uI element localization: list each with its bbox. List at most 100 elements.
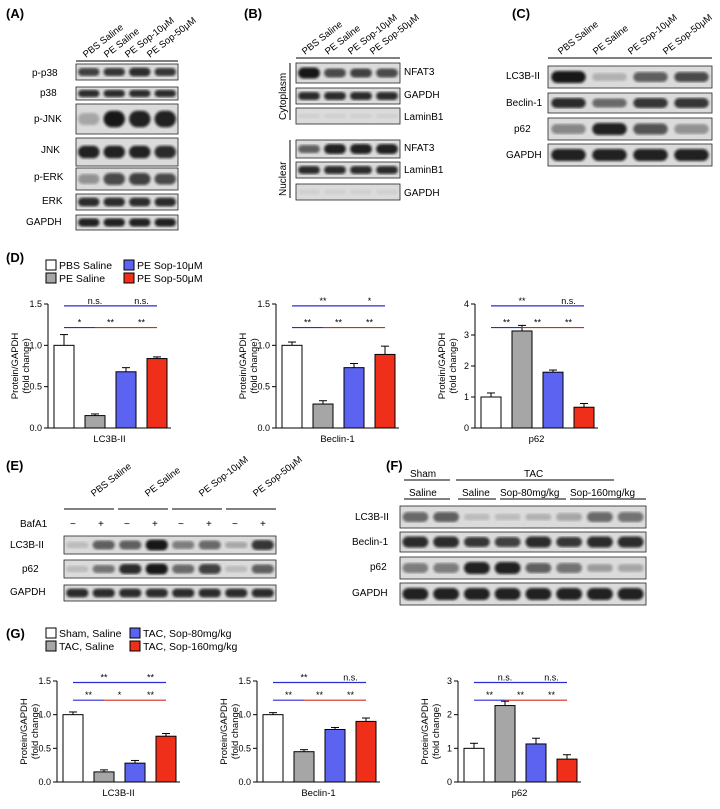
- bar: [480, 396, 502, 429]
- blot-texture: [76, 64, 178, 80]
- y-axis-label: Protein/GAPDH(fold change): [238, 333, 260, 400]
- blot-band: [525, 536, 552, 548]
- y-tick-label: 1.5: [29, 299, 42, 309]
- panel-a-lane-labels: PBS Saline PE Saline PE Sop-10μM PE Sop-…: [81, 15, 199, 60]
- blot-band: [129, 172, 151, 186]
- blot-band: [154, 173, 176, 185]
- blot-band: [376, 166, 398, 174]
- blot-band: [154, 68, 176, 76]
- blot-band: [617, 512, 644, 522]
- band-label: Beclin-1: [506, 98, 543, 109]
- panel-b-band-labels: NFAT3 GAPDH LaminB1 NFAT3 LaminB1 GAPDH: [404, 67, 444, 199]
- blot-band: [402, 563, 429, 573]
- blot-band: [78, 89, 100, 98]
- blot-band: [324, 189, 346, 195]
- blot-band: [617, 564, 644, 572]
- blot-band: [103, 89, 125, 98]
- blot-texture: [400, 532, 646, 552]
- bar: [511, 330, 533, 429]
- blot-texture: [400, 557, 646, 579]
- significance-label: **: [285, 690, 293, 700]
- subgroup-label: Sop-160mg/kg: [570, 488, 635, 499]
- blot-band: [525, 563, 552, 573]
- subgroup-label: Sop-80mg/kg: [500, 488, 559, 499]
- band-label: GAPDH: [352, 588, 388, 599]
- blot-band: [674, 72, 709, 82]
- treatment-sign: +: [152, 519, 158, 530]
- blot-band: [225, 541, 248, 549]
- y-tick-label: 3: [447, 676, 452, 686]
- blot-band: [119, 540, 142, 550]
- blot-band: [119, 588, 142, 598]
- panel-a-blots: [75, 63, 179, 231]
- panel-label-c: (C): [512, 6, 530, 21]
- blot-band: [463, 587, 490, 601]
- blot-band: [129, 145, 151, 159]
- bar: [293, 751, 315, 783]
- x-axis-label: p62: [512, 788, 528, 799]
- blot-band: [556, 513, 583, 521]
- blot-band: [172, 540, 195, 550]
- treatment-sign: +: [98, 519, 104, 530]
- blot-texture: [296, 184, 400, 200]
- chart-d-lc3b: 0.0 0.5 1.0 1.5 Protein/GAPDH(fold change) LC…: [10, 296, 171, 445]
- legend-label: PE Sop-10μM: [137, 260, 203, 272]
- band-label: LC3B-II: [10, 540, 44, 551]
- band-label: GAPDH: [404, 188, 440, 199]
- band-label: GAPDH: [10, 587, 46, 598]
- significance-label: **: [565, 318, 573, 328]
- treatment-sign: −: [178, 519, 184, 530]
- bar: [262, 714, 284, 783]
- band-label: NFAT3: [404, 67, 435, 78]
- blot-band: [298, 189, 320, 195]
- bar: [146, 358, 168, 429]
- panel-e-band-labels: LC3B-II p62 GAPDH: [10, 540, 46, 598]
- legend-label: PE Sop-50μM: [137, 273, 203, 285]
- blot-band: [129, 197, 151, 207]
- blot-band: [556, 587, 583, 601]
- y-tick-label: 1.5: [38, 676, 51, 686]
- blot-band: [674, 124, 709, 134]
- y-tick-label: 1.5: [257, 299, 270, 309]
- blot-band: [103, 110, 125, 128]
- band-label: p-JNK: [34, 114, 62, 125]
- blot-texture: [76, 215, 178, 230]
- blot-band: [586, 536, 613, 548]
- legend-label: TAC, Sop-160mg/kg: [143, 641, 238, 653]
- chart-d-p62: 0 1 2 3 4 Protein/GAPDH(fold change) p62 ** n.s.…: [437, 296, 598, 445]
- legend-label: Sham, Saline: [59, 628, 122, 640]
- blot-band: [66, 565, 89, 573]
- blot-band: [324, 166, 346, 174]
- blot-band: [551, 98, 586, 108]
- blot-band: [494, 561, 521, 575]
- y-tick-label: 0.0: [38, 777, 51, 787]
- y-axis-label-line: (fold change): [30, 704, 41, 759]
- bar: [463, 747, 485, 783]
- blot-band: [225, 588, 248, 598]
- blot-band: [633, 72, 668, 82]
- significance-label: **: [534, 318, 542, 328]
- blot-texture: [400, 583, 646, 605]
- panel-label-a: (A): [6, 6, 24, 21]
- significance-label: *: [118, 690, 122, 700]
- y-tick-label: 2: [447, 710, 452, 720]
- bar: [556, 758, 578, 783]
- y-axis-label-line: (fold change): [21, 338, 32, 393]
- blot-band: [494, 537, 521, 547]
- significance-label: **: [100, 673, 108, 683]
- y-tick-label: 0: [464, 423, 469, 433]
- legend-swatch: [45, 640, 57, 652]
- band-label: NFAT3: [404, 143, 435, 154]
- y-tick-label: 1.0: [38, 710, 51, 720]
- blot-band: [78, 145, 100, 159]
- bar: [155, 735, 177, 783]
- band-label: ERK: [42, 196, 63, 207]
- x-axis-label: p62: [529, 434, 545, 445]
- panel-b-blots: [295, 62, 401, 201]
- bar: [93, 771, 115, 783]
- significance-label: *: [78, 318, 82, 328]
- blot-band: [463, 561, 490, 575]
- y-tick-label: 0.0: [257, 423, 270, 433]
- significance-label: **: [518, 296, 526, 306]
- blot-band: [154, 145, 176, 159]
